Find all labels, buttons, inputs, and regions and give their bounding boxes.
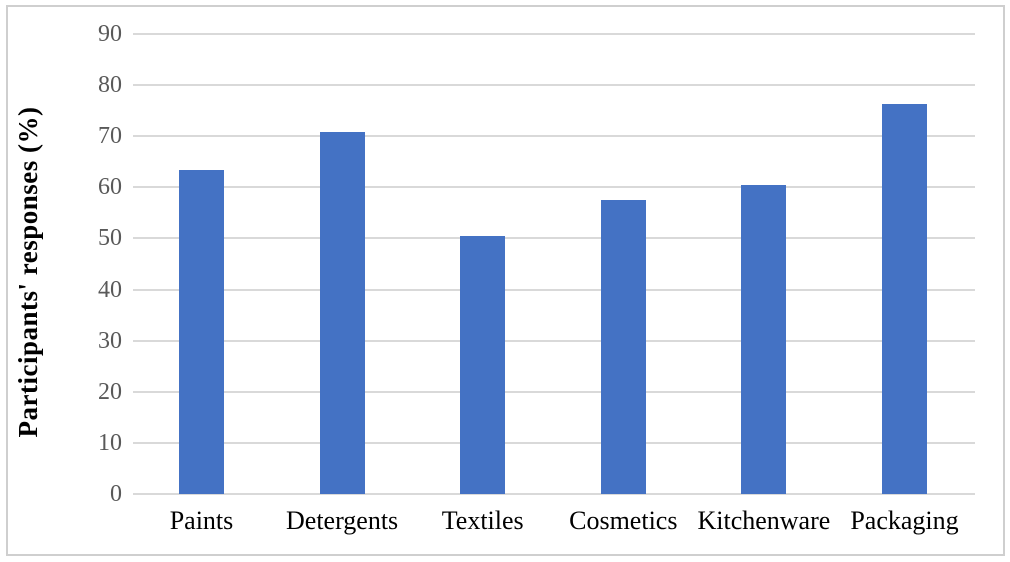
gridline-50: [133, 237, 975, 240]
gridline-70: [133, 135, 975, 138]
y-tick-label-0: 0: [110, 481, 122, 507]
gridline-80: [133, 84, 975, 87]
x-category-label-packaging: Packaging: [850, 506, 959, 535]
gridline-60: [133, 186, 975, 189]
bar-packaging: [882, 104, 927, 494]
gridline-20: [133, 390, 975, 393]
y-tick-label-40: 40: [98, 276, 122, 303]
bar-detergents: [319, 132, 365, 494]
gridline-40: [133, 288, 975, 291]
figure-frame: [6, 5, 1005, 556]
x-category-label-cosmetics: Cosmetics: [569, 506, 678, 535]
y-tick-label-60: 60: [98, 174, 122, 201]
y-tick-label-90: 90: [98, 21, 122, 47]
bar-cosmetics: [600, 200, 646, 494]
gridline-10: [133, 441, 975, 444]
y-axis-title: Participants' responses (%): [13, 106, 43, 438]
gridline-90: [133, 33, 975, 35]
y-tick-label-70: 70: [98, 123, 122, 150]
y-tick-label-10: 10: [98, 429, 122, 456]
x-category-label-detergents: Detergents: [286, 506, 399, 535]
gridline-0: [133, 493, 975, 495]
y-tick-label-20: 20: [98, 378, 122, 405]
x-category-label-paints: Paints: [169, 506, 234, 535]
x-category-label-kitchenware: Kitchenware: [697, 506, 831, 535]
gridline-30: [133, 339, 975, 342]
x-category-label-textiles: Textiles: [441, 506, 524, 535]
bar-kitchenware: [741, 184, 787, 494]
bar-paints: [179, 170, 224, 494]
bar-textiles: [460, 235, 506, 494]
y-tick-label-80: 80: [98, 72, 122, 99]
y-tick-label-50: 50: [98, 225, 122, 252]
y-tick-label-30: 30: [98, 327, 122, 354]
